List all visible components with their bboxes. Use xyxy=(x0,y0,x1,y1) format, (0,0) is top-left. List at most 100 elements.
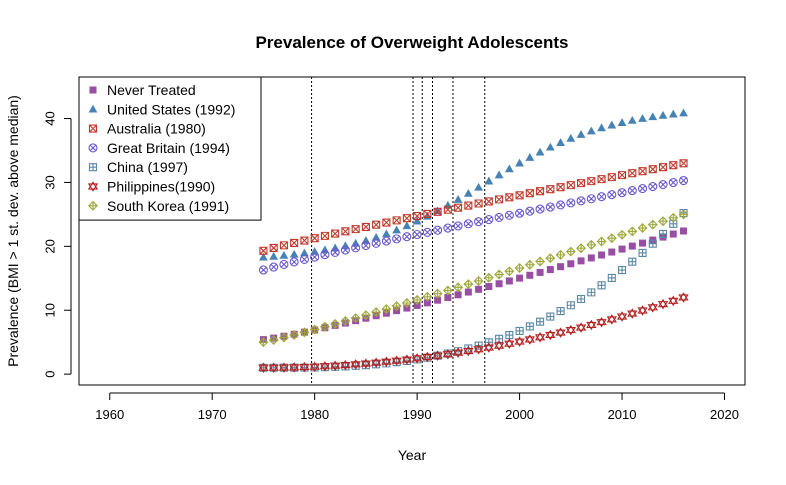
y-axis-label: Prevalence (BMI > 1 st. dev. above media… xyxy=(5,95,21,367)
point-s0-2005 xyxy=(567,260,575,268)
point-s2-2013 xyxy=(648,165,657,174)
point-s1-1992 xyxy=(433,206,443,215)
point-s1-2004 xyxy=(556,138,565,146)
point-s1-1988 xyxy=(392,225,402,234)
point-s2-2000 xyxy=(515,191,524,200)
point-s6-1992 xyxy=(432,288,443,299)
point-s1-2008 xyxy=(597,123,606,132)
point-s3-2009 xyxy=(607,190,617,200)
x-tick-label-6: 2020 xyxy=(710,407,739,422)
x-tick-label-1: 1970 xyxy=(198,407,227,422)
point-s2-2010 xyxy=(617,171,627,180)
point-s1-1995 xyxy=(463,188,473,197)
point-s5-1989 xyxy=(401,354,413,365)
x-tick-label-2: 1980 xyxy=(300,407,329,422)
y-tick-label-1: 10 xyxy=(43,303,58,317)
point-s5-1983 xyxy=(340,359,351,371)
point-s0-1999 xyxy=(505,277,513,285)
point-s6-1997 xyxy=(483,272,494,283)
point-s1-1996 xyxy=(474,182,483,191)
point-s0-1992 xyxy=(434,296,442,304)
point-s3-2015 xyxy=(668,177,678,188)
legend-box xyxy=(78,76,262,221)
point-s6-1986 xyxy=(371,307,382,318)
x-axis: 1960 1970 1980 1990 2000 2010 2020 xyxy=(95,392,739,422)
point-s5-1998 xyxy=(493,340,505,351)
legend-marker-3 xyxy=(88,143,98,153)
point-s0-2012 xyxy=(639,239,647,247)
legend-label-3: Great Britain (1994) xyxy=(107,140,230,156)
point-s5-1986 xyxy=(370,357,382,368)
point-s0-2010 xyxy=(618,245,626,253)
point-s4-2013 xyxy=(648,239,657,248)
point-s2-1975 xyxy=(259,246,268,255)
point-s6-2007 xyxy=(586,239,597,250)
point-s5-1981 xyxy=(319,361,331,372)
point-s3-2007 xyxy=(586,194,596,204)
point-s3-1994 xyxy=(453,221,463,231)
y-tick-label-3: 30 xyxy=(43,175,58,189)
point-s3-2003 xyxy=(545,202,555,212)
point-s0-2008 xyxy=(598,251,606,259)
point-s0-2002 xyxy=(536,268,544,276)
point-s6-2000 xyxy=(514,263,525,273)
point-s5-2012 xyxy=(637,305,648,316)
series-5 xyxy=(258,292,689,373)
point-s6-2003 xyxy=(545,253,556,264)
legend-marker-2 xyxy=(88,124,98,133)
point-s2-1978 xyxy=(290,238,299,247)
point-s2-1999 xyxy=(505,193,514,202)
point-s2-1976 xyxy=(269,243,278,252)
point-s5-1985 xyxy=(360,358,372,369)
point-s2-2001 xyxy=(525,189,534,198)
point-s2-1977 xyxy=(279,241,288,250)
point-s2-2016 xyxy=(679,159,688,168)
point-s1-1986 xyxy=(371,232,381,241)
point-s5-1982 xyxy=(329,360,341,371)
point-s3-1988 xyxy=(392,234,402,244)
point-s1-2010 xyxy=(617,118,627,126)
point-s0-2001 xyxy=(526,271,534,279)
point-s6-1985 xyxy=(360,310,371,321)
point-s6-1982 xyxy=(330,318,341,329)
point-s3-1999 xyxy=(504,210,514,220)
point-s5-2015 xyxy=(668,295,679,307)
point-s1-1980 xyxy=(310,247,320,255)
point-s3-2008 xyxy=(597,192,607,202)
point-s0-2015 xyxy=(669,230,677,238)
point-s5-2011 xyxy=(627,308,638,319)
point-s1-2002 xyxy=(535,147,545,156)
legend-label-5: Philippines(1990) xyxy=(107,179,215,195)
point-s1-1989 xyxy=(402,221,412,230)
point-s6-1995 xyxy=(463,279,474,290)
point-s1-1979 xyxy=(300,248,309,257)
point-s5-2008 xyxy=(596,316,607,328)
point-s3-1979 xyxy=(299,254,309,265)
point-s0-1993 xyxy=(444,293,452,301)
point-s0-2003 xyxy=(546,266,554,274)
point-s5-1987 xyxy=(381,356,392,367)
point-s5-1997 xyxy=(483,342,495,353)
point-s3-1998 xyxy=(494,212,504,222)
x-tick-label-3: 1990 xyxy=(403,407,432,422)
point-s5-2004 xyxy=(555,327,566,338)
point-s3-1995 xyxy=(463,219,473,229)
legend-label-2: Australia (1980) xyxy=(107,121,206,137)
point-s6-1988 xyxy=(391,301,402,312)
point-s4-2014 xyxy=(658,229,668,239)
legend-label-1: United States (1992) xyxy=(107,101,235,117)
series-0 xyxy=(259,227,688,344)
point-s6-2002 xyxy=(535,256,546,267)
point-s3-1987 xyxy=(381,236,391,246)
point-s3-2010 xyxy=(617,188,627,198)
point-s2-1991 xyxy=(423,209,432,219)
point-s2-2005 xyxy=(566,181,575,190)
point-s1-2000 xyxy=(515,158,524,167)
point-s2-1982 xyxy=(331,229,340,238)
point-s2-1994 xyxy=(454,203,463,212)
point-s4-2008 xyxy=(597,281,606,290)
point-s1-2012 xyxy=(638,114,647,122)
point-s6-1994 xyxy=(453,282,464,293)
point-s1-1997 xyxy=(484,176,494,185)
point-s6-1976 xyxy=(268,335,279,346)
